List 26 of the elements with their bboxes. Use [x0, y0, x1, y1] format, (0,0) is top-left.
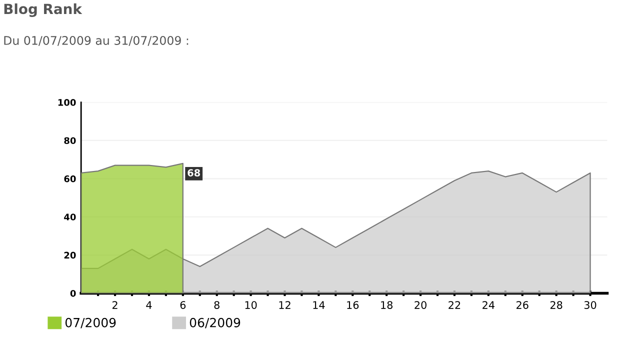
x-tick-label: 22 — [448, 301, 460, 309]
y-tick-label: 0 — [70, 290, 76, 297]
x-tick-label: 26 — [516, 301, 528, 309]
data-label: 68 — [188, 169, 200, 176]
x-tick-label: 4 — [146, 301, 152, 309]
y-tick-label: 20 — [64, 252, 76, 259]
x-tick-label: 8 — [214, 301, 220, 309]
x-tick-label: 12 — [279, 301, 290, 309]
legend-label: 06/2009 — [190, 318, 240, 328]
legend-label: 07/2009 — [65, 318, 116, 328]
x-tick-label: 24 — [482, 301, 494, 309]
x-tick-label: 6 — [180, 301, 186, 309]
x-tick-label: 14 — [313, 301, 325, 309]
x-tick-label: 30 — [584, 301, 596, 309]
y-tick-label: 40 — [64, 214, 76, 220]
y-tick-label: 100 — [58, 99, 76, 106]
x-tick-label: 28 — [550, 301, 562, 309]
chart-title: Blog Rank — [4, 3, 82, 17]
y-tick-label: 60 — [64, 175, 76, 182]
x-tick-label: 2 — [112, 301, 118, 309]
x-tick-label: 20 — [414, 301, 426, 309]
y-tick-label: 80 — [64, 137, 76, 144]
x-tick-label: 16 — [347, 301, 359, 309]
x-tick-label: 18 — [381, 301, 393, 309]
x-tick-label: 10 — [245, 301, 257, 309]
chart-subtitle: Du 01/07/2009 au 31/07/2009 : — [4, 36, 188, 46]
